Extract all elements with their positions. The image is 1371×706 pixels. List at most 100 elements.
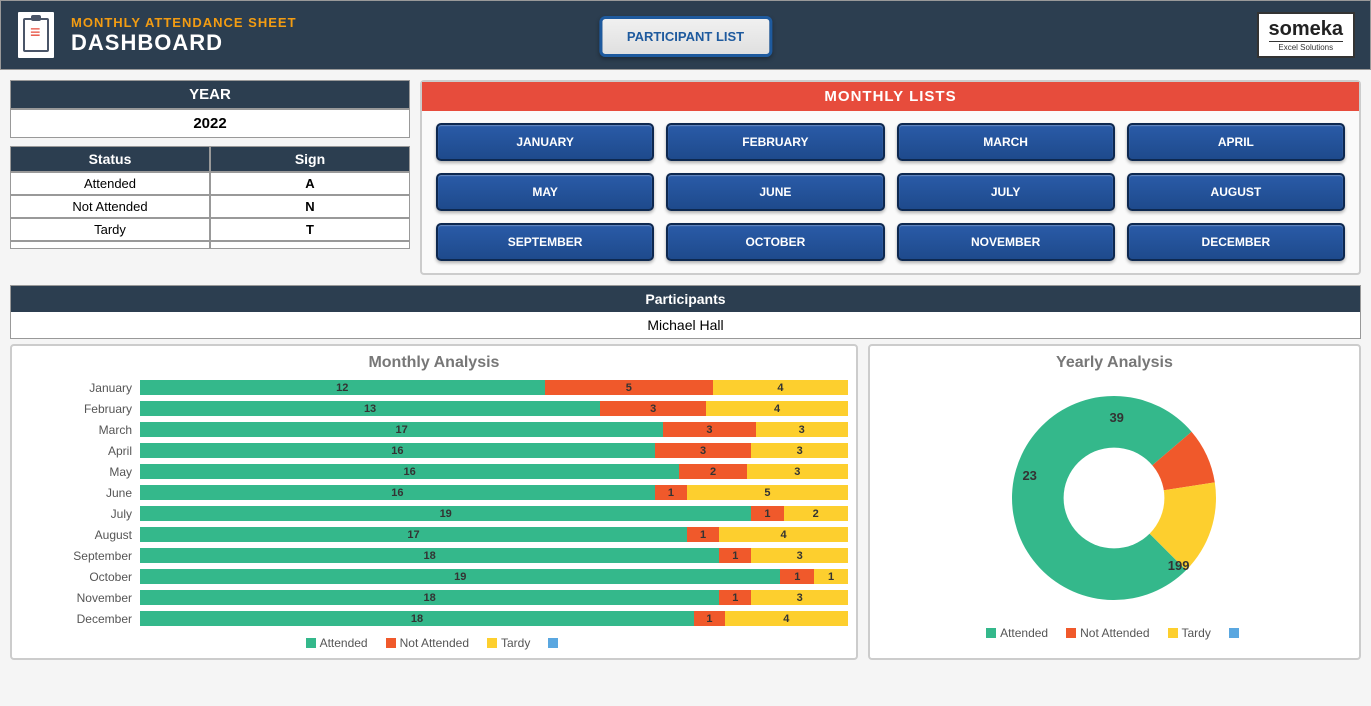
bar-seg-attended: 18 <box>140 548 719 563</box>
sign-cell: A <box>210 172 410 195</box>
year-value: 2022 <box>10 109 410 138</box>
participants-panel: Participants Michael Hall <box>10 285 1361 339</box>
bar-seg-tardy: 2 <box>784 506 848 521</box>
month-button-august[interactable]: AUGUST <box>1127 173 1345 211</box>
month-button-april[interactable]: APRIL <box>1127 123 1345 161</box>
month-button-may[interactable]: MAY <box>436 173 654 211</box>
monthly-chart-title: Monthly Analysis <box>20 354 848 372</box>
month-button-february[interactable]: FEBRUARY <box>666 123 884 161</box>
bar-label: October <box>20 570 140 584</box>
bar-seg-not-attended: 1 <box>780 569 814 584</box>
month-button-june[interactable]: JUNE <box>666 173 884 211</box>
bar-seg-attended: 16 <box>140 443 655 458</box>
logo: someka Excel Solutions <box>1257 12 1356 58</box>
bar-seg-not-attended: 1 <box>694 611 725 626</box>
bar-seg-tardy: 4 <box>713 380 848 395</box>
participant-list-button[interactable]: PARTICIPANT LIST <box>599 16 772 57</box>
legend-item-not_attended: Not Attended <box>1066 626 1149 640</box>
year-status-panel: YEAR 2022 Status Sign AttendedANot Atten… <box>10 80 410 275</box>
status-cell: Not Attended <box>10 195 210 218</box>
header-title: DASHBOARD <box>71 30 297 56</box>
month-button-january[interactable]: JANUARY <box>436 123 654 161</box>
bar-seg-tardy: 4 <box>706 401 848 416</box>
bar-seg-attended: 18 <box>140 590 719 605</box>
yearly-chart-title: Yearly Analysis <box>1056 354 1173 372</box>
status-col-header: Status <box>10 146 210 172</box>
bar-seg-attended: 17 <box>140 527 687 542</box>
bar-seg-tardy: 4 <box>719 527 848 542</box>
month-button-november[interactable]: NOVEMBER <box>897 223 1115 261</box>
clipboard-icon <box>16 10 56 60</box>
bar-seg-not-attended: 1 <box>655 485 687 500</box>
monthly-lists-panel: MONTHLY LISTS JANUARY FEBRUARY MARCH APRIL M… <box>420 80 1361 275</box>
bar-label: June <box>20 486 140 500</box>
bar-label: July <box>20 507 140 521</box>
bar-seg-tardy: 3 <box>747 464 848 479</box>
bar-seg-attended: 17 <box>140 422 663 437</box>
bar-label: March <box>20 423 140 437</box>
bar-seg-tardy: 3 <box>756 422 848 437</box>
status-cell: Tardy <box>10 218 210 241</box>
bar-seg-attended: 16 <box>140 485 655 500</box>
bar-seg-attended: 19 <box>140 569 780 584</box>
bar-seg-tardy: 5 <box>687 485 848 500</box>
bar-seg-not-attended: 5 <box>545 380 714 395</box>
bar-seg-not-attended: 1 <box>719 590 751 605</box>
bar-seg-attended: 13 <box>140 401 600 416</box>
bar-seg-tardy: 4 <box>725 611 848 626</box>
bar-label: May <box>20 465 140 479</box>
year-label: YEAR <box>10 80 410 109</box>
legend-item-blank <box>1229 626 1243 640</box>
bar-seg-not-attended: 1 <box>719 548 751 563</box>
sign-col-header: Sign <box>210 146 410 172</box>
legend-item-not_attended: Not Attended <box>386 636 469 650</box>
bar-seg-attended: 18 <box>140 611 694 626</box>
legend-item-tardy: Tardy <box>487 636 530 650</box>
bar-label: December <box>20 612 140 626</box>
bar-seg-attended: 19 <box>140 506 751 521</box>
sign-cell <box>210 241 410 249</box>
sign-cell: N <box>210 195 410 218</box>
sign-cell: T <box>210 218 410 241</box>
participants-label: Participants <box>11 286 1360 312</box>
monthly-lists-title: MONTHLY LISTS <box>422 82 1359 111</box>
bar-seg-tardy: 3 <box>751 548 848 563</box>
donut-label-attended: 199 <box>1168 558 1190 573</box>
month-button-march[interactable]: MARCH <box>897 123 1115 161</box>
month-button-december[interactable]: DECEMBER <box>1127 223 1345 261</box>
month-button-october[interactable]: OCTOBER <box>666 223 884 261</box>
header-bar: MONTHLY ATTENDANCE SHEET DASHBOARD PARTI… <box>0 0 1371 70</box>
logo-sub: Excel Solutions <box>1269 41 1344 52</box>
bar-seg-tardy: 3 <box>751 443 848 458</box>
status-cell <box>10 241 210 249</box>
month-button-september[interactable]: SEPTEMBER <box>436 223 654 261</box>
bar-seg-not-attended: 3 <box>663 422 755 437</box>
yearly-analysis-chart: Yearly Analysis 199 23 39 Attended Not At… <box>868 344 1361 660</box>
bar-seg-not-attended: 3 <box>655 443 752 458</box>
participants-value: Michael Hall <box>11 312 1360 338</box>
bar-seg-not-attended: 1 <box>687 527 719 542</box>
bar-seg-attended: 16 <box>140 464 679 479</box>
logo-main: someka <box>1269 18 1344 41</box>
bar-label: February <box>20 402 140 416</box>
bar-seg-tardy: 1 <box>814 569 848 584</box>
monthly-analysis-chart: Monthly Analysis January 12 5 4 February… <box>10 344 858 660</box>
bar-label: April <box>20 444 140 458</box>
bar-seg-attended: 12 <box>140 380 545 395</box>
bar-seg-not-attended: 2 <box>679 464 746 479</box>
bar-seg-not-attended: 3 <box>600 401 706 416</box>
legend-item-tardy: Tardy <box>1168 626 1211 640</box>
donut-label-tardy: 39 <box>1109 410 1123 425</box>
legend-item-attended: Attended <box>986 626 1048 640</box>
legend-item-blank <box>548 636 562 650</box>
bar-label: November <box>20 591 140 605</box>
bar-seg-tardy: 3 <box>751 590 848 605</box>
month-button-july[interactable]: JULY <box>897 173 1115 211</box>
bar-seg-not-attended: 1 <box>751 506 783 521</box>
status-cell: Attended <box>10 172 210 195</box>
legend-item-attended: Attended <box>306 636 368 650</box>
bar-label: September <box>20 549 140 563</box>
donut-label-not-attended: 23 <box>1022 468 1036 483</box>
header-subtitle: MONTHLY ATTENDANCE SHEET <box>71 15 297 30</box>
bar-label: January <box>20 381 140 395</box>
